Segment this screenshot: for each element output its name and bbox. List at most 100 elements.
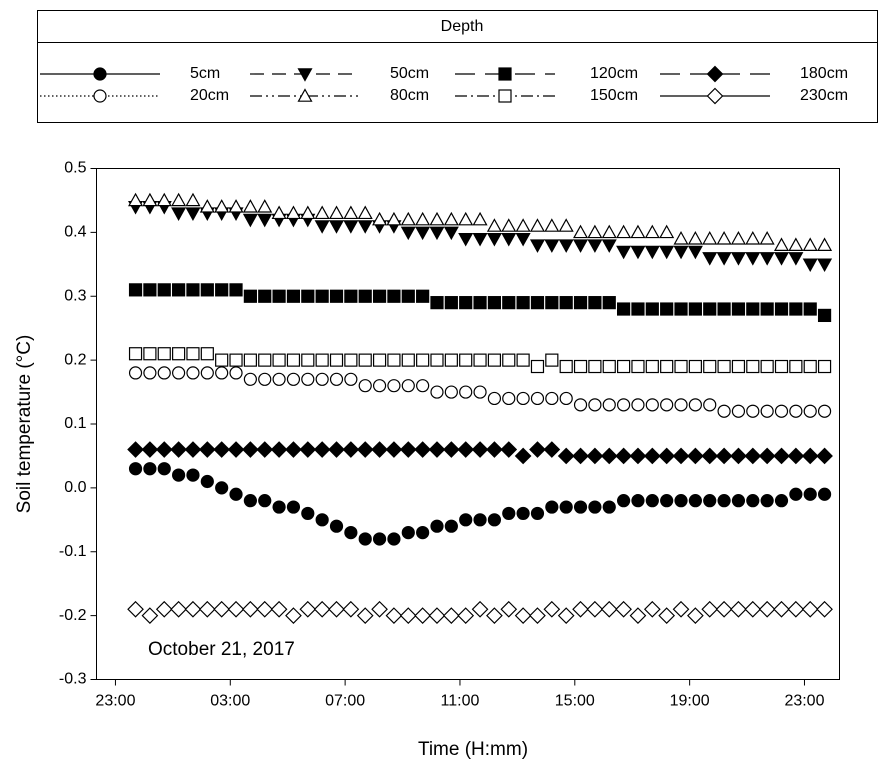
data-point	[703, 494, 717, 508]
data-point	[387, 353, 401, 367]
data-point	[715, 600, 733, 618]
data-point	[414, 441, 431, 458]
data-point	[385, 441, 403, 458]
data-point	[315, 353, 329, 367]
data-point	[328, 205, 345, 220]
data-point	[301, 372, 315, 386]
data-point	[544, 218, 560, 232]
data-point	[514, 607, 532, 624]
legend-title: Depth	[441, 18, 484, 35]
legend-label: 180cm	[800, 65, 848, 82]
data-point	[558, 218, 574, 232]
legend-marker	[706, 65, 724, 83]
data-point	[243, 289, 257, 303]
data-point	[301, 506, 315, 521]
data-point	[258, 372, 272, 386]
data-point	[529, 607, 546, 624]
data-point	[730, 600, 747, 618]
data-point	[356, 607, 374, 624]
data-point	[429, 226, 445, 241]
data-point	[803, 302, 817, 316]
data-point	[344, 525, 358, 540]
legend-marker	[297, 88, 313, 102]
data-point	[400, 211, 416, 226]
data-point	[171, 192, 187, 207]
data-point	[586, 600, 604, 618]
data-point	[774, 404, 789, 418]
data-point	[787, 600, 805, 618]
data-point	[587, 239, 603, 253]
data-point	[358, 532, 372, 546]
data-point	[617, 302, 631, 316]
data-point	[459, 296, 473, 310]
data-point	[471, 441, 489, 458]
data-point	[229, 487, 243, 501]
data-point	[660, 398, 674, 412]
data-point	[644, 245, 660, 260]
data-point	[586, 447, 604, 465]
data-point	[213, 600, 231, 618]
data-point	[229, 353, 243, 367]
data-point	[313, 600, 331, 618]
data-point	[444, 385, 458, 399]
data-point	[127, 600, 144, 618]
data-point	[616, 245, 632, 260]
data-point	[687, 447, 704, 465]
data-point	[315, 513, 329, 527]
data-point	[588, 296, 602, 310]
data-point	[487, 391, 502, 406]
data-point	[502, 391, 516, 406]
data-point	[787, 447, 805, 465]
data-point	[631, 494, 645, 508]
data-point	[601, 239, 617, 253]
legend-marker	[498, 67, 512, 81]
data-point	[286, 353, 301, 367]
legend-label: 5cm	[190, 65, 220, 82]
data-point	[286, 372, 301, 386]
data-point	[400, 226, 416, 241]
data-point	[430, 519, 444, 533]
data-point	[399, 607, 417, 624]
data-point	[801, 600, 819, 618]
data-point	[184, 600, 202, 618]
y-axis-label: Soil temperature (°C)	[14, 335, 35, 514]
data-point	[416, 353, 430, 367]
data-point	[774, 359, 789, 374]
data-point	[471, 600, 489, 618]
data-point	[643, 600, 661, 618]
data-point	[286, 500, 301, 514]
data-point	[256, 441, 274, 458]
data-point	[803, 487, 817, 501]
data-point	[773, 237, 790, 251]
data-point	[502, 353, 516, 367]
data-point	[430, 353, 444, 367]
data-point	[717, 359, 731, 374]
data-point	[329, 372, 344, 386]
data-point	[516, 391, 530, 406]
data-point	[529, 239, 545, 253]
data-point	[458, 211, 474, 226]
data-point	[602, 359, 616, 374]
data-point	[315, 289, 329, 303]
data-point	[472, 211, 488, 226]
data-point	[128, 283, 143, 297]
data-point	[672, 447, 690, 465]
data-point	[501, 232, 517, 247]
data-point	[272, 372, 286, 386]
data-point	[357, 205, 373, 220]
data-point	[372, 379, 387, 393]
data-point	[142, 192, 158, 207]
data-point	[285, 205, 301, 220]
data-point	[272, 353, 286, 367]
data-point	[486, 232, 502, 247]
data-point	[602, 398, 616, 412]
data-point	[758, 600, 776, 618]
data-point	[299, 441, 317, 458]
data-point	[199, 199, 215, 213]
data-point	[472, 232, 488, 247]
data-point	[387, 532, 401, 546]
data-point	[615, 447, 632, 465]
data-point	[746, 404, 760, 418]
data-point	[629, 447, 647, 465]
